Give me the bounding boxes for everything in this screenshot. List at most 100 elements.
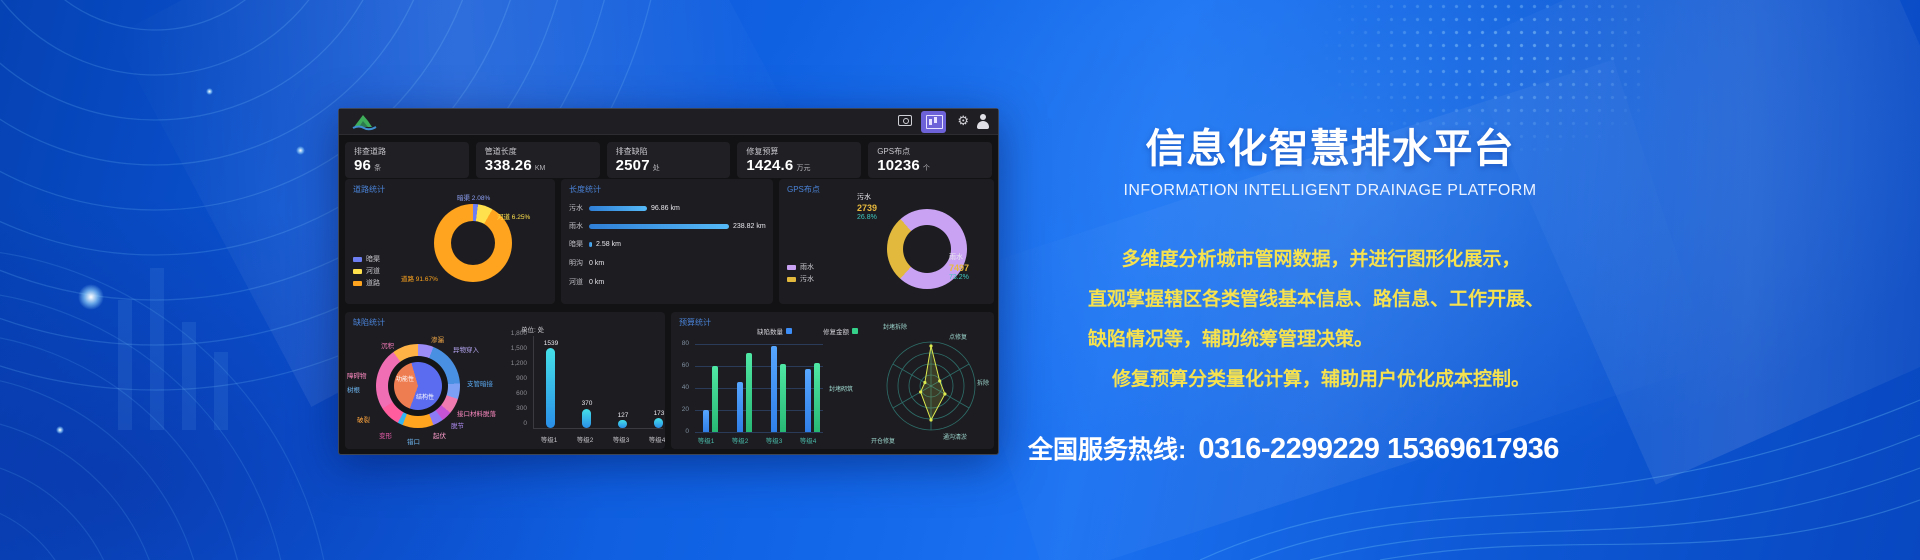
bar-value: 173 [653, 410, 665, 417]
logo-icon [352, 115, 377, 131]
legend-swatch [786, 328, 792, 334]
stat-value: 96 [354, 157, 372, 174]
legend-label: 道路 [366, 280, 380, 287]
page-subtitle: INFORMATION INTELLIGENT DRAINAGE PLATFOR… [1123, 182, 1537, 199]
defect-callout: 支管暗接 [467, 381, 493, 388]
defect-callout: 起伏 [433, 433, 446, 440]
x-label: 等级1 [540, 437, 558, 444]
description-line: 缺陷情况等，辅助统筹管理决策。 [1088, 329, 1374, 350]
bar-repair-amount [780, 364, 786, 432]
stat-unit: 万元 [796, 165, 811, 172]
row-value: 2.58 km [596, 240, 621, 248]
glow-dot [56, 426, 64, 434]
radar-label: 拆除 [977, 381, 990, 387]
camera-icon[interactable] [898, 115, 912, 126]
bar [546, 348, 555, 428]
repair-method-radar-chart [886, 341, 976, 431]
row-value: 0 km [589, 259, 605, 267]
legend-swatch [353, 280, 362, 286]
defect-callout: 破裂 [357, 417, 370, 424]
stat-card-defects: 排查缺陷 2507 处 [606, 142, 731, 178]
chart-tile-icon[interactable] [921, 111, 946, 133]
gridline [695, 366, 823, 367]
length-row: 雨水 238.82 km [569, 221, 769, 231]
x-label: 等级4 [799, 438, 817, 445]
bar-defect-count [771, 346, 777, 432]
defect-bar-chart: 1539 370 127 173 [533, 336, 665, 429]
gridline [695, 410, 823, 411]
panel-road-stats: 道路统计 暗渠 2.08% 河道 6.25% 道路 91.67% 暗渠 河道 道… [345, 179, 555, 304]
y-tick: 20 [681, 406, 689, 413]
dashboard-header: ⚙ [339, 109, 998, 135]
stat-card-gps: GPS布点 10236 个 [868, 142, 992, 178]
bar-value: 127 [617, 412, 629, 419]
y-tick: 40 [681, 384, 689, 391]
y-tick: 1,200 [510, 360, 527, 367]
radar-label: 封堵拆除 [883, 325, 908, 331]
x-label: 等级2 [731, 438, 749, 445]
panel-title: GPS布点 [787, 185, 820, 194]
legend-item: 修复金额 [823, 326, 858, 336]
length-row: 暗渠 2.58 km [569, 239, 769, 249]
gear-icon[interactable]: ⚙ [957, 113, 969, 128]
defect-callout: 脱节 [451, 423, 464, 430]
donut-callout: 暗渠 2.08% [457, 195, 491, 202]
defect-callout: 错口 [407, 439, 420, 446]
bar-defect-count [805, 369, 811, 432]
y-tick: 0 [523, 420, 527, 427]
y-tick: 0 [685, 428, 689, 435]
bar-value: 370 [581, 400, 593, 407]
legend-label: 修复金额 [823, 329, 849, 336]
dashboard-screenshot: ⚙ 排查道路 96 条 管道长度 338.26 KM 排查缺陷 2507 处 修复预算… [338, 108, 999, 455]
stat-card-pipe-length: 管道长度 338.26 KM [475, 142, 600, 178]
x-label: 等级3 [612, 437, 630, 444]
defect-callout: 异物穿入 [453, 347, 479, 354]
panel-length-stats: 长度统计 污水 96.86 km 雨水 238.82 km 暗渠 2.58 km… [561, 179, 773, 304]
legend-swatch [787, 264, 796, 270]
gps-donut-chart [887, 209, 967, 289]
gridline [695, 388, 823, 389]
inner-label: 结构性 [416, 395, 435, 401]
description-line: 修复预算分类量化计算，辅助用户优化成本控制。 [1111, 369, 1530, 390]
y-tick: 1,800 [510, 330, 527, 337]
length-row: 明沟 0 km [569, 258, 769, 268]
row-label: 河道 [569, 279, 583, 286]
x-label: 等级1 [697, 438, 715, 445]
panel-title: 道路统计 [353, 185, 385, 194]
slice-count: 7497 [949, 263, 970, 273]
row-value: 96.86 km [651, 204, 680, 212]
slice-percent: 73.2% [949, 274, 969, 281]
legend-label: 河道 [366, 268, 380, 275]
user-icon[interactable] [976, 114, 990, 129]
bar-defect-count [703, 410, 709, 432]
length-bar [589, 241, 592, 247]
y-tick: 900 [516, 375, 527, 382]
stat-unit: 条 [374, 165, 382, 172]
bar-repair-amount [712, 366, 718, 432]
legend-swatch [353, 256, 362, 262]
donut-callout: 道路 91.67% [401, 276, 438, 283]
slice-name: 污水 [857, 194, 871, 201]
x-label: 等级4 [648, 437, 665, 444]
panel-title: 长度统计 [569, 185, 601, 194]
gridline [695, 432, 823, 433]
row-label: 雨水 [569, 223, 583, 230]
hotline-label: 全国服务热线: [1028, 436, 1187, 464]
stat-label: GPS布点 [877, 147, 911, 156]
defect-callout: 接口材料脱落 [457, 411, 496, 418]
row-label: 污水 [569, 205, 583, 212]
unit-label: 单位: 处 [521, 327, 545, 334]
description-line: 多维度分析城市管网数据，并进行图形化展示， [1121, 249, 1521, 270]
y-tick: 600 [516, 390, 527, 397]
row-label: 暗渠 [569, 241, 583, 248]
defect-callout: 沉积 [381, 343, 394, 350]
row-value: 238.82 km [733, 222, 766, 230]
panel-budget-stats: 预算统计 缺陷数量 修复金额 80 60 40 20 0 [671, 312, 994, 449]
defect-callout: 树根 [347, 387, 360, 394]
glow-dot [296, 146, 305, 155]
legend-label: 污水 [800, 276, 814, 283]
panel-title: 预算统计 [679, 318, 711, 327]
stat-value: 2507 [615, 157, 650, 174]
stat-value: 338.26 [484, 157, 532, 174]
stat-card-budget: 修复预算 1424.6 万元 [737, 142, 862, 178]
